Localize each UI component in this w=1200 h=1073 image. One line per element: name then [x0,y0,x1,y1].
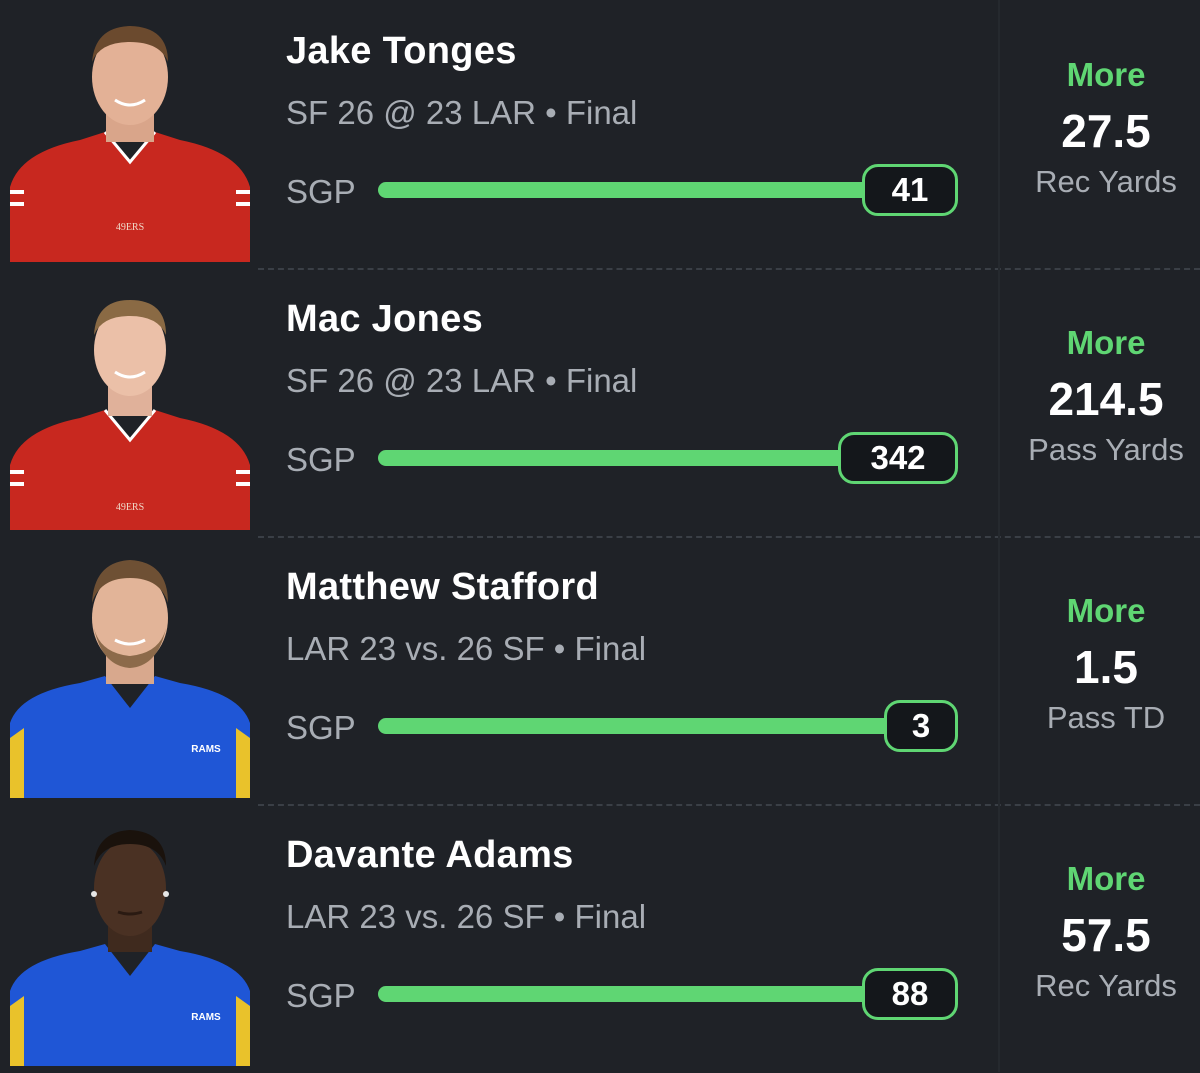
game-status: SF 26 @ 23 LAR • Final [286,94,638,131]
progress-bar [378,718,938,734]
game-status: LAR 23 vs. 26 SF • Final [286,630,647,667]
game-status: SF 26 @ 23 LAR • Final [286,362,638,399]
player-headshot: 49ERS [10,280,250,530]
pick-summary: More 57.5 Rec Yards [1004,804,1200,1072]
column-divider [998,536,1000,804]
sgp-label: SGP [286,441,356,478]
pick-line: 214.5 [1048,373,1164,425]
team-wordmark: 49ERS [116,222,144,233]
progress-bar [378,986,938,1002]
player-headshot: RAMS [10,816,250,1066]
player-headshot: RAMS [10,548,250,798]
team-wordmark: 49ERS [116,502,144,513]
pick-summary: More 1.5 Pass TD [1004,536,1200,804]
column-divider [998,0,1000,268]
pick-line: 1.5 [1074,641,1138,693]
pick-stat: Pass TD [1046,700,1166,735]
row-divider [258,536,1200,538]
result-badge: 41 [862,164,958,216]
column-divider [998,268,1000,536]
pick-stat: Rec Yards [1035,968,1177,1003]
team-wordmark: RAMS [191,744,221,755]
result-badge: 342 [838,432,958,484]
sgp-label: SGP [286,173,356,210]
pick-summary: More 214.5 Pass Yards [1004,268,1200,536]
pick-direction: More [1066,324,1146,361]
player-name: Matthew Stafford [286,566,600,608]
sgp-label: SGP [286,709,356,746]
row-divider [258,804,1200,806]
player-name: Davante Adams [286,834,574,876]
progress-bar [378,182,938,198]
result-badge: 3 [884,700,958,752]
sgp-label: SGP [286,977,356,1014]
player-pick-row[interactable]: 49ERS Mac Jones SF 26 @ 23 LAR • Final S… [8,268,1200,536]
progress-bar [378,450,938,466]
pick-direction: More [1066,592,1146,629]
pick-summary: More 27.5 Rec Yards [1004,0,1200,268]
team-wordmark: RAMS [191,1012,221,1023]
player-name: Jake Tonges [286,30,517,72]
result-badge: 88 [862,968,958,1020]
player-name: Mac Jones [286,298,484,340]
pick-direction: More [1066,56,1146,93]
pick-line: 57.5 [1061,909,1151,961]
pick-line: 27.5 [1061,105,1151,157]
column-divider [998,804,1000,1072]
pick-stat: Rec Yards [1035,164,1177,199]
player-pick-row[interactable]: 49ERS Jake Tonges SF 26 @ 23 LAR • Final… [8,0,1200,268]
pick-stat: Pass Yards [1028,432,1184,467]
row-divider [258,268,1200,270]
player-pick-row[interactable]: RAMS Davante Adams LAR 23 vs. 26 SF • Fi… [8,804,1200,1072]
player-headshot: 49ERS [10,12,250,262]
player-pick-row[interactable]: RAMS Matthew Stafford LAR 23 vs. 26 SF •… [8,536,1200,804]
game-status: LAR 23 vs. 26 SF • Final [286,898,647,935]
pick-direction: More [1066,860,1146,897]
